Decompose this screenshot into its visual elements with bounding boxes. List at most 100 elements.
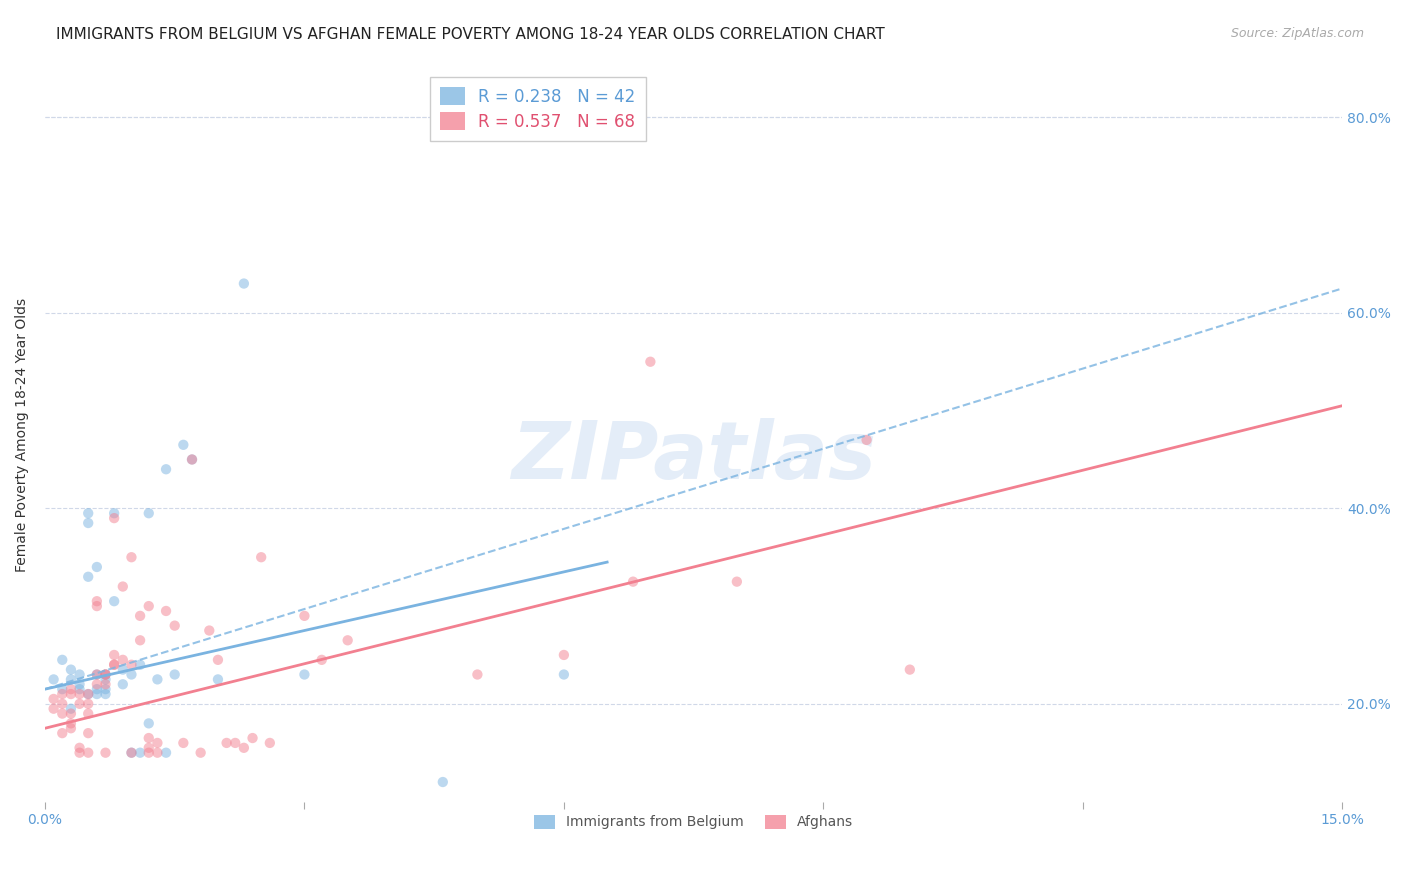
Point bbox=[111, 580, 134, 594]
Point bbox=[69, 740, 91, 755]
Point bbox=[146, 736, 169, 750]
Point bbox=[198, 624, 221, 638]
Point bbox=[138, 599, 160, 613]
Point bbox=[77, 706, 100, 721]
Point bbox=[103, 511, 125, 525]
Text: ZIPatlas: ZIPatlas bbox=[512, 418, 876, 496]
Point bbox=[725, 574, 748, 589]
Point bbox=[94, 687, 117, 701]
Point bbox=[259, 736, 281, 750]
Point bbox=[42, 702, 65, 716]
Point bbox=[51, 726, 73, 740]
Point bbox=[59, 682, 82, 697]
Point bbox=[120, 746, 142, 760]
Point bbox=[59, 663, 82, 677]
Point bbox=[77, 687, 100, 701]
Point bbox=[94, 667, 117, 681]
Point bbox=[51, 706, 73, 721]
Point bbox=[59, 673, 82, 687]
Point bbox=[138, 506, 160, 520]
Point bbox=[311, 653, 333, 667]
Point bbox=[42, 692, 65, 706]
Point bbox=[86, 667, 108, 681]
Point bbox=[215, 736, 238, 750]
Text: Source: ZipAtlas.com: Source: ZipAtlas.com bbox=[1230, 27, 1364, 40]
Point bbox=[59, 706, 82, 721]
Point bbox=[129, 633, 152, 648]
Point bbox=[69, 682, 91, 697]
Point bbox=[42, 673, 65, 687]
Point bbox=[51, 682, 73, 697]
Point bbox=[111, 663, 134, 677]
Point bbox=[94, 746, 117, 760]
Point bbox=[138, 740, 160, 755]
Point bbox=[155, 746, 177, 760]
Point bbox=[250, 550, 273, 565]
Point bbox=[163, 618, 186, 632]
Point bbox=[94, 667, 117, 681]
Point bbox=[294, 667, 316, 681]
Point bbox=[103, 657, 125, 672]
Point bbox=[94, 682, 117, 697]
Point bbox=[146, 746, 169, 760]
Point bbox=[103, 506, 125, 520]
Point bbox=[129, 657, 152, 672]
Point bbox=[86, 594, 108, 608]
Point bbox=[69, 697, 91, 711]
Point bbox=[111, 677, 134, 691]
Point bbox=[146, 673, 169, 687]
Point bbox=[94, 667, 117, 681]
Point bbox=[120, 746, 142, 760]
Point bbox=[120, 657, 142, 672]
Point bbox=[898, 663, 921, 677]
Point bbox=[553, 667, 575, 681]
Point bbox=[111, 653, 134, 667]
Point bbox=[77, 516, 100, 530]
Point bbox=[103, 594, 125, 608]
Point bbox=[129, 608, 152, 623]
Point bbox=[232, 740, 254, 755]
Point bbox=[69, 687, 91, 701]
Point bbox=[69, 677, 91, 691]
Point bbox=[59, 721, 82, 735]
Point bbox=[51, 653, 73, 667]
Point bbox=[77, 746, 100, 760]
Point bbox=[86, 599, 108, 613]
Point bbox=[103, 648, 125, 662]
Point bbox=[86, 667, 108, 681]
Point bbox=[181, 452, 204, 467]
Point bbox=[172, 438, 194, 452]
Point bbox=[155, 604, 177, 618]
Legend: Immigrants from Belgium, Afghans: Immigrants from Belgium, Afghans bbox=[529, 809, 859, 835]
Point bbox=[77, 726, 100, 740]
Point bbox=[103, 657, 125, 672]
Point bbox=[86, 677, 108, 691]
Point bbox=[163, 667, 186, 681]
Point bbox=[94, 673, 117, 687]
Point bbox=[207, 653, 229, 667]
Point bbox=[59, 687, 82, 701]
Point bbox=[86, 560, 108, 574]
Point bbox=[155, 462, 177, 476]
Y-axis label: Female Poverty Among 18-24 Year Olds: Female Poverty Among 18-24 Year Olds bbox=[15, 298, 30, 572]
Point bbox=[138, 746, 160, 760]
Point bbox=[172, 736, 194, 750]
Point bbox=[69, 746, 91, 760]
Point bbox=[242, 731, 264, 745]
Point bbox=[294, 608, 316, 623]
Point bbox=[59, 702, 82, 716]
Point bbox=[232, 277, 254, 291]
Point bbox=[59, 716, 82, 731]
Point bbox=[120, 667, 142, 681]
Point bbox=[467, 667, 489, 681]
Point bbox=[224, 736, 246, 750]
Point bbox=[138, 731, 160, 745]
Point bbox=[51, 697, 73, 711]
Text: IMMIGRANTS FROM BELGIUM VS AFGHAN FEMALE POVERTY AMONG 18-24 YEAR OLDS CORRELATI: IMMIGRANTS FROM BELGIUM VS AFGHAN FEMALE… bbox=[56, 27, 884, 42]
Point bbox=[86, 682, 108, 697]
Point bbox=[432, 775, 454, 789]
Point bbox=[77, 687, 100, 701]
Point bbox=[69, 667, 91, 681]
Point bbox=[138, 716, 160, 731]
Point bbox=[120, 550, 142, 565]
